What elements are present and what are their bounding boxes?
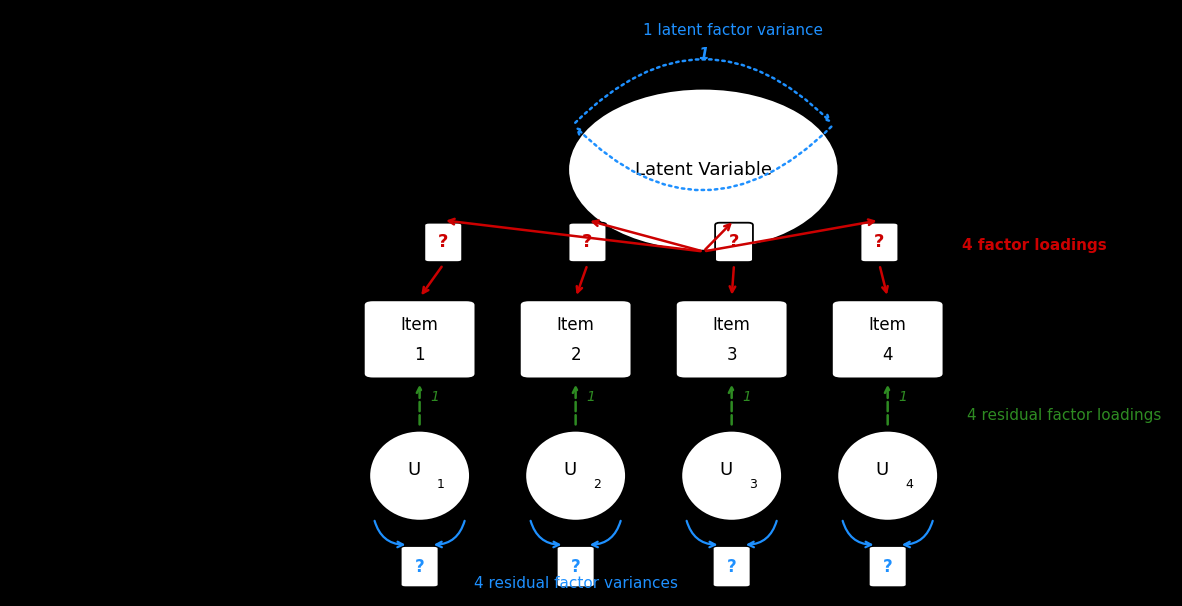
- Text: ?: ?: [729, 233, 739, 251]
- FancyBboxPatch shape: [869, 546, 907, 587]
- FancyBboxPatch shape: [424, 222, 462, 262]
- Text: Item: Item: [713, 316, 751, 335]
- Text: ?: ?: [415, 558, 424, 576]
- Ellipse shape: [525, 430, 626, 521]
- Text: 4: 4: [905, 478, 913, 491]
- Ellipse shape: [837, 430, 939, 521]
- Text: U: U: [563, 461, 577, 479]
- Text: 3: 3: [727, 345, 736, 364]
- Text: 1: 1: [586, 390, 596, 404]
- Text: 1: 1: [415, 345, 424, 364]
- Text: 1: 1: [898, 390, 908, 404]
- FancyBboxPatch shape: [557, 546, 595, 587]
- Text: 1 latent factor variance: 1 latent factor variance: [643, 23, 823, 38]
- Text: 1: 1: [699, 47, 708, 62]
- Text: ?: ?: [439, 233, 448, 251]
- Ellipse shape: [369, 430, 470, 521]
- Text: ?: ?: [875, 233, 884, 251]
- Text: 2: 2: [593, 478, 600, 491]
- FancyBboxPatch shape: [401, 546, 439, 587]
- Text: 1: 1: [742, 390, 752, 404]
- Ellipse shape: [681, 430, 782, 521]
- Text: U: U: [719, 461, 733, 479]
- Text: 2: 2: [571, 345, 580, 364]
- Text: 3: 3: [749, 478, 756, 491]
- Text: Item: Item: [557, 316, 595, 335]
- Text: 4 residual factor loadings: 4 residual factor loadings: [967, 408, 1161, 422]
- FancyBboxPatch shape: [676, 300, 787, 379]
- Text: ?: ?: [571, 558, 580, 576]
- Text: 1: 1: [437, 478, 444, 491]
- Text: U: U: [875, 461, 889, 479]
- Text: Latent Variable: Latent Variable: [635, 161, 772, 179]
- Text: Item: Item: [869, 316, 907, 335]
- Ellipse shape: [567, 88, 839, 251]
- FancyBboxPatch shape: [569, 222, 606, 262]
- Text: ?: ?: [883, 558, 892, 576]
- FancyBboxPatch shape: [520, 300, 631, 379]
- Text: ?: ?: [583, 233, 592, 251]
- FancyBboxPatch shape: [713, 546, 751, 587]
- FancyBboxPatch shape: [860, 222, 898, 262]
- Text: 4: 4: [883, 345, 892, 364]
- Text: ?: ?: [727, 558, 736, 576]
- Text: Item: Item: [401, 316, 439, 335]
- FancyBboxPatch shape: [715, 222, 753, 262]
- Text: 4 residual factor variances: 4 residual factor variances: [474, 576, 677, 591]
- FancyBboxPatch shape: [832, 300, 943, 379]
- Text: U: U: [407, 461, 421, 479]
- FancyBboxPatch shape: [364, 300, 475, 379]
- Text: 1: 1: [430, 390, 440, 404]
- Text: 4 factor loadings: 4 factor loadings: [962, 238, 1106, 253]
